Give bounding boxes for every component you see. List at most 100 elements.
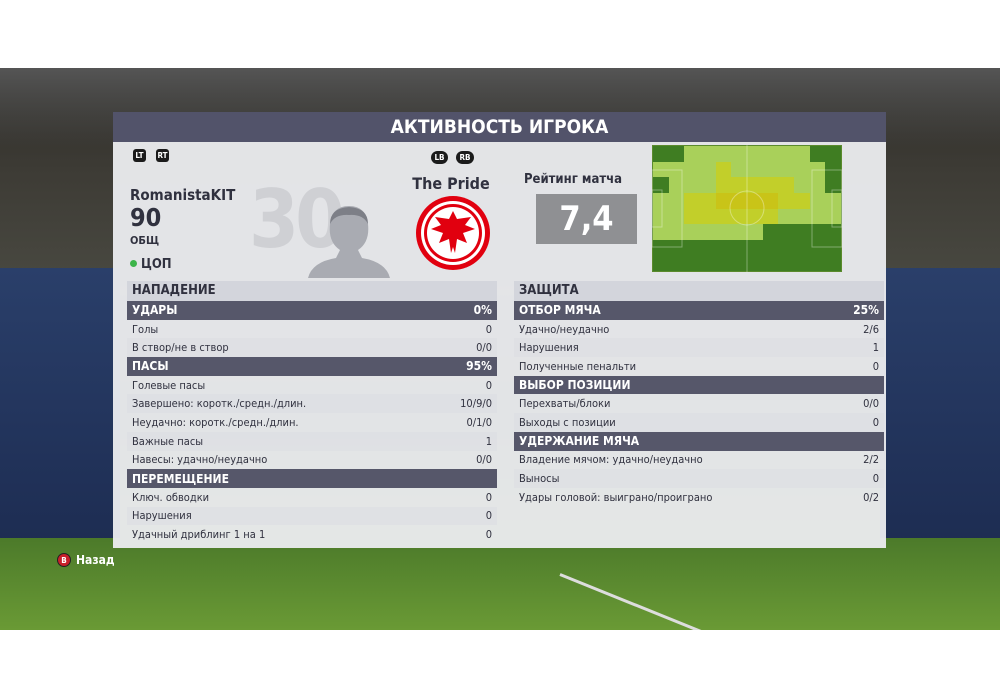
stat-value: 95% xyxy=(466,359,492,374)
stat-row: В створ/не в створ 0/0 xyxy=(127,338,497,358)
heatmap-cell xyxy=(809,161,826,178)
heatmap-cell xyxy=(731,146,747,162)
section-row: ВЫБОР ПОЗИЦИИ xyxy=(514,375,884,395)
heatmap-cell xyxy=(825,146,841,162)
heatmap-cell xyxy=(825,177,841,193)
heatmap-cell xyxy=(747,177,763,193)
stat-label: УДАРЫ xyxy=(132,303,178,318)
heatmap-cell xyxy=(700,161,716,178)
heatmap-cell xyxy=(700,239,716,256)
heatmap-cell xyxy=(731,177,747,193)
stat-value: 25% xyxy=(853,303,879,318)
stat-label: ВЫБОР ПОЗИЦИИ xyxy=(519,378,631,393)
stat-row: Голевые пасы 0 xyxy=(127,376,497,395)
stat-label: ПАСЫ xyxy=(132,359,169,374)
heatmap-cell xyxy=(747,192,763,209)
heatmap-cell xyxy=(825,208,841,225)
stat-label: ПЕРЕМЕЩЕНИЕ xyxy=(132,471,229,486)
heatmap-cell xyxy=(700,255,716,271)
pitch xyxy=(0,538,1000,630)
heatmap-cell xyxy=(731,161,747,178)
section-row: ОТБОР МЯЧА 25% xyxy=(514,301,884,320)
stat-value: 0 xyxy=(485,322,492,336)
crowd-left xyxy=(0,268,120,568)
heatmap-cell xyxy=(700,192,716,209)
heatmap-cell xyxy=(700,208,716,225)
heatmap-cell xyxy=(762,208,779,225)
stat-row: Удачно/неудачно 2/6 xyxy=(514,320,884,339)
stat-label: Неудачно: коротк./средн./длин. xyxy=(132,415,299,429)
player-position: ЦОП xyxy=(130,257,172,273)
stat-label: Важные пасы xyxy=(132,434,204,448)
crowd-right xyxy=(880,268,1000,568)
heatmap-cell xyxy=(747,239,763,256)
heatmap-cell xyxy=(747,208,763,225)
heatmap-cell xyxy=(653,146,669,162)
stat-row: Голы 0 xyxy=(127,320,497,339)
heatmap-cell xyxy=(668,161,685,178)
stat-row: Нарушения 1 xyxy=(514,338,884,358)
heatmap-cell xyxy=(684,192,700,209)
stat-label: Нарушения xyxy=(519,341,579,355)
heatmap-cell xyxy=(715,208,732,225)
heatmap-cell xyxy=(778,146,794,162)
heatmap-cell xyxy=(653,224,669,240)
heatmap xyxy=(652,145,842,272)
heatmap-cell xyxy=(715,146,732,162)
heatmap-cell xyxy=(809,208,826,225)
stat-row: Навесы: удачно/неудачно 0/0 xyxy=(127,451,497,470)
stat-row: Важные пасы 1 xyxy=(127,431,497,451)
heatmap-cell xyxy=(668,208,685,225)
heatmap-cell xyxy=(778,224,794,240)
heatmap-cell xyxy=(794,224,810,240)
back-label: Назад xyxy=(76,553,115,567)
attack-table: НАПАДЕНИЕ УДАРЫ 0% Голы 0 В створ/не в створ… xyxy=(127,281,497,544)
rb-button-icon[interactable]: RB xyxy=(456,151,474,164)
stat-row: Выходы с позиции 0 xyxy=(514,413,884,432)
heatmap-cell xyxy=(668,224,685,240)
heatmap-cell xyxy=(747,146,763,162)
heatmap-cell xyxy=(715,177,732,193)
heatmap-cell xyxy=(653,177,669,193)
stat-row: Ключ. обводки 0 xyxy=(127,488,497,507)
stat-label: Выносы xyxy=(519,472,560,486)
heatmap-cell xyxy=(668,146,685,162)
heatmap-cell xyxy=(715,161,732,178)
stat-label: Перехваты/блоки xyxy=(519,397,611,411)
heatmap-cell xyxy=(794,192,810,209)
stat-label: Полученные пенальти xyxy=(519,359,637,373)
back-button[interactable]: B Назад xyxy=(57,553,115,567)
heatmap-cell xyxy=(794,146,810,162)
stat-label: Голевые пасы xyxy=(132,378,206,392)
stat-label: Удары головой: выиграно/проиграно xyxy=(519,490,713,504)
heatmap-cell xyxy=(684,177,700,193)
rt-button-icon[interactable]: RT xyxy=(156,149,169,162)
heatmap-cell xyxy=(762,177,779,193)
stat-label: Нарушения xyxy=(132,509,192,523)
stat-row: Завершено: коротк./средн./длин. 10/9/0 xyxy=(127,394,497,414)
stat-value: 0 xyxy=(872,359,879,373)
heatmap-cell xyxy=(731,224,747,240)
heatmap-cell xyxy=(762,146,779,162)
stat-value: 0/0 xyxy=(476,341,492,355)
stat-value: 0 xyxy=(485,490,492,504)
heatmap-cell xyxy=(700,224,716,240)
heatmap-cell xyxy=(684,208,700,225)
heatmap-cell xyxy=(825,239,841,256)
heatmap-cell xyxy=(809,224,826,240)
heatmap-cell xyxy=(747,224,763,240)
stat-label: Выходы с позиции xyxy=(519,415,616,429)
heatmap-cell xyxy=(747,161,763,178)
heatmap-cell xyxy=(778,192,794,209)
heatmap-cell xyxy=(794,177,810,193)
position-label: ЦОП xyxy=(141,257,172,272)
attack-header: НАПАДЕНИЕ xyxy=(127,281,497,301)
lb-button-icon[interactable]: LB xyxy=(431,151,448,164)
heatmap-cell xyxy=(809,177,826,193)
lt-button-icon[interactable]: LT xyxy=(133,149,146,162)
stat-row: Владение мячом: удачно/неудачно 2/2 xyxy=(514,451,884,470)
stat-label: Удачно/неудачно xyxy=(519,322,610,336)
heatmap-cell xyxy=(762,239,779,256)
heatmap-cell xyxy=(653,239,669,256)
stat-row: Нарушения 0 xyxy=(127,506,497,526)
